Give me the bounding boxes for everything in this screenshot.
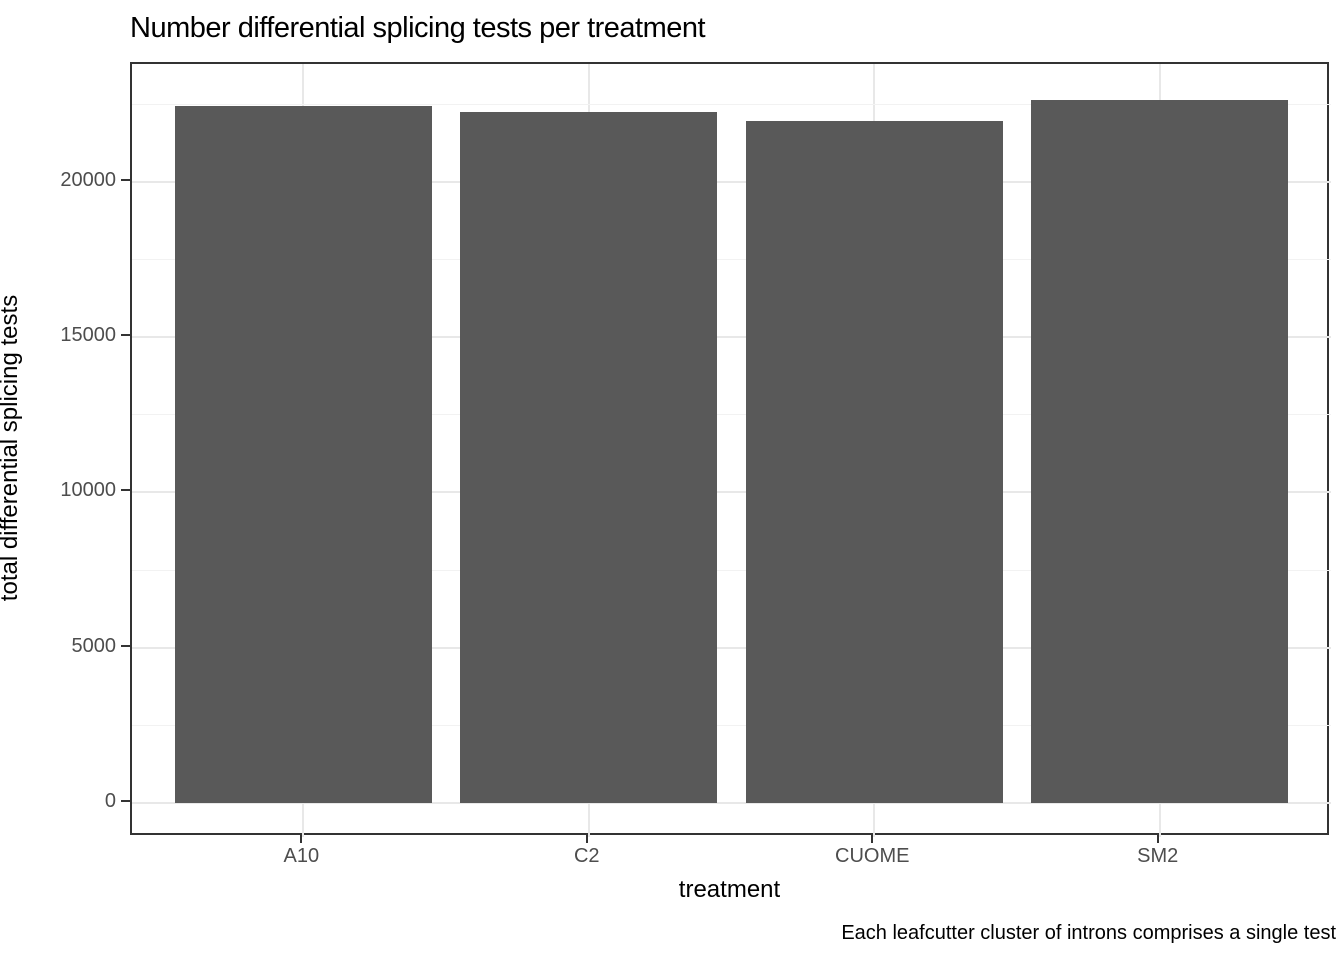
gridline-minor (132, 414, 1331, 416)
y-tick-label: 10000 (60, 479, 116, 502)
bar-CUOME (745, 121, 1003, 803)
x-tick-mark (585, 835, 588, 843)
chart-title: Number differential splicing tests per t… (130, 12, 706, 44)
bar-C2 (460, 112, 718, 803)
y-tick-mark (121, 644, 130, 647)
plot-panel (130, 62, 1331, 837)
gridline-minor (132, 724, 1331, 726)
gridline-major (132, 491, 1331, 494)
y-tick-mark (121, 799, 130, 802)
chart-caption: Each leafcutter cluster of introns compr… (841, 922, 1336, 944)
bar-SM2 (1031, 99, 1289, 803)
gridline-major (132, 336, 1331, 339)
gridline-minor (132, 569, 1331, 571)
gridline-minor (132, 103, 1331, 105)
y-tick-label: 0 (104, 789, 116, 812)
x-tick-label-SM2: SM2 (1137, 845, 1179, 867)
bar-A10 (174, 105, 432, 803)
x-tick-mark (300, 835, 303, 843)
y-tick-label: 15000 (60, 324, 116, 347)
gridline-major (132, 801, 1331, 804)
gridline-major (132, 180, 1331, 183)
y-tick-mark (121, 489, 130, 492)
x-tick-label-A10: A10 (283, 845, 320, 867)
x-axis-title: treatment (678, 876, 781, 903)
x-tick-mark (1156, 835, 1159, 843)
y-tick-label: 5000 (71, 634, 117, 657)
y-tick-label: 20000 (60, 168, 116, 191)
y-tick-mark (121, 334, 130, 337)
gridline-major (132, 646, 1331, 649)
y-axis-title: total differential splicing tests (0, 294, 23, 602)
x-tick-label-C2: C2 (573, 845, 600, 867)
gridline-minor (132, 259, 1331, 261)
x-tick-mark (871, 835, 874, 843)
x-tick-label-CUOME: CUOME (835, 845, 910, 867)
y-tick-mark (121, 178, 130, 181)
